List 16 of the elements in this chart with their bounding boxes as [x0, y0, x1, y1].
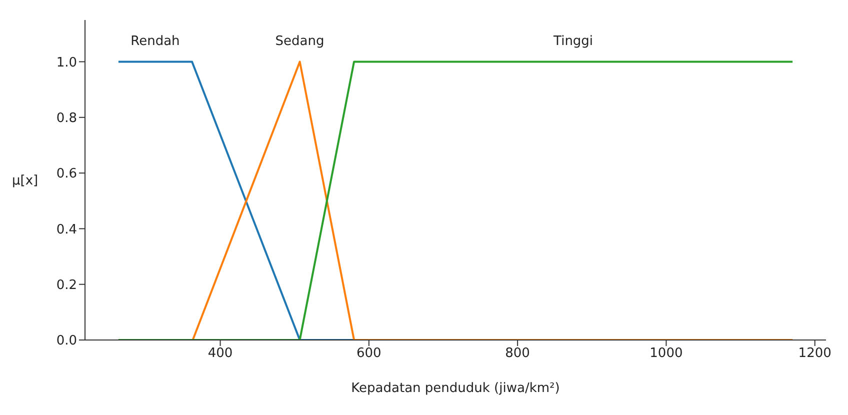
y-tick-label: 0.4 [56, 222, 77, 238]
series-label: Rendah [130, 34, 180, 49]
y-tick-label: 0.8 [56, 111, 77, 126]
y-tick-label: 0.6 [56, 166, 77, 182]
series-label: Sedang [275, 34, 324, 49]
x-tick-label: 400 [208, 346, 233, 362]
x-tick-label: 1000 [650, 346, 683, 362]
y-axis-title: μ[x] [12, 174, 38, 189]
series-label: Tinggi [554, 34, 594, 49]
x-tick-label: 800 [505, 346, 530, 362]
x-tick-label: 600 [356, 346, 382, 362]
x-axis-title: Kepadatan penduduk (jiwa/km²) [351, 381, 560, 396]
y-tick-label: 0.2 [56, 278, 77, 293]
x-tick-label: 1200 [798, 346, 832, 362]
y-tick-label: 1.0 [56, 55, 77, 70]
y-tick-label: 0.0 [56, 334, 77, 349]
